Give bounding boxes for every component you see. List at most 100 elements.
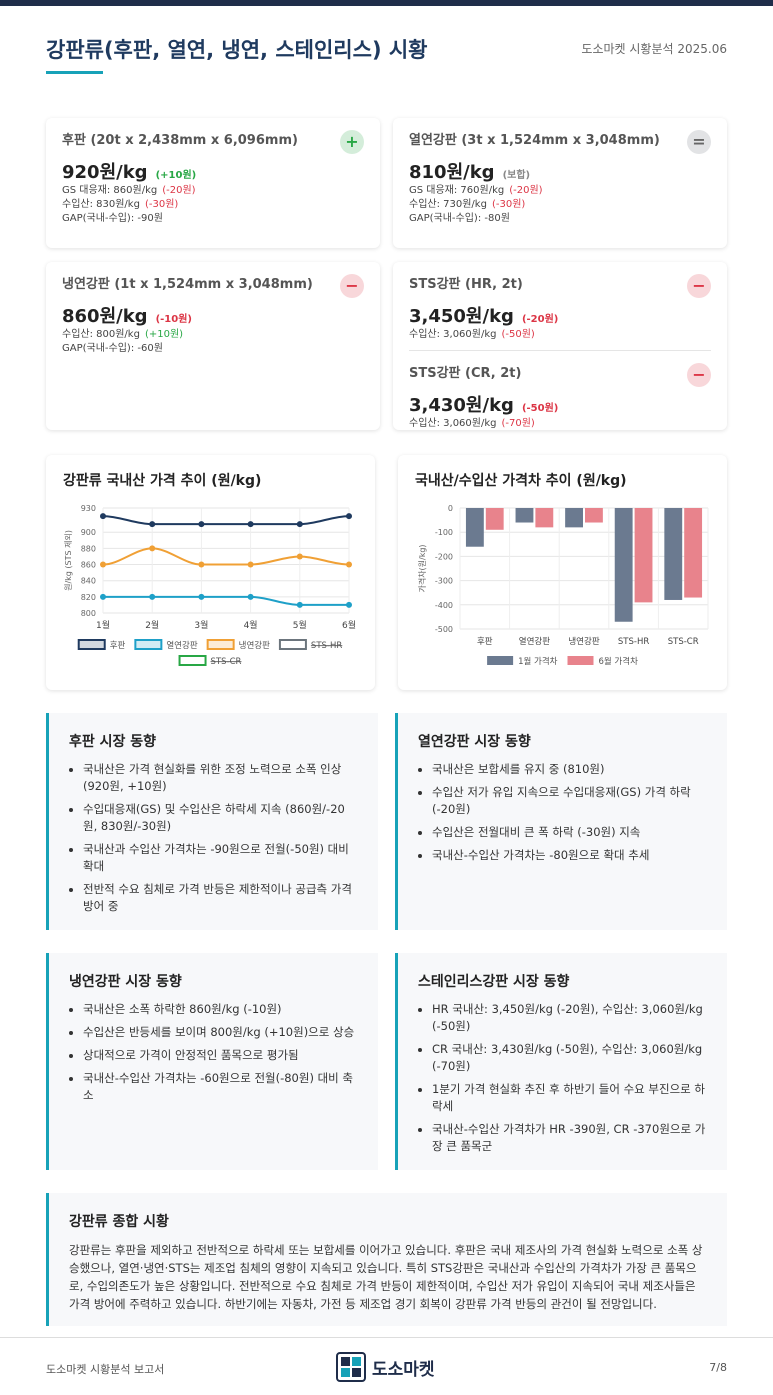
item-name: 열연강판 (3t x 1,524mm x 3,048mm) [409,133,660,148]
detail-row: GAP(국내-수입): -80원 [409,212,711,226]
legend-item: STS-HR [278,639,342,651]
price-change: (보합) [502,170,531,181]
y-tick-label: 0 [448,504,453,513]
data-point [198,521,205,528]
trend-badge: − [340,274,364,298]
trend-badge: = [687,130,711,154]
brand-name: 도소마켓 [372,1359,435,1380]
trend-title: 열연강판 시장 동향 [418,734,531,750]
trend-badge: − [687,274,711,298]
legend-swatch [487,656,514,665]
detail-text: GAP(국내-수입): -90원 [62,213,163,224]
chart: 강판류 국내산 가격 추이 (원/kg) 원/kg (STS 제외) 800 820 8… [63,472,356,667]
detail-row: 수입산: 3,060원/kg (-70원) [409,417,711,431]
trend-title: 스테인리스강판 시장 동향 [418,974,570,990]
trend-bullet: 상대적으로 가격이 안정적인 품목으로 평가됨 [83,1047,358,1064]
detail-text: GAP(국내-수입): -80원 [409,213,510,224]
legend-swatch [178,655,207,666]
detail-change: (-30원) [144,199,179,210]
chart-card: 강판류 국내산 가격 추이 (원/kg) 원/kg (STS 제외) 800 820 8… [46,455,375,690]
trend-list: HR 국내산: 3,450원/kg (-20원), 수입산: 3,060원/kg… [418,1001,707,1155]
item-name: STS강판 (HR, 2t) [409,277,523,292]
x-tick-label: STS-CR [668,637,699,647]
detail-row: 수입산: 3,060원/kg (-50원) [409,328,711,342]
item-name: 후판 (20t x 2,438mm x 6,096mm) [62,133,298,148]
legend-item: 열연강판 [134,639,198,651]
trend-bullet: 국내산-수입산 가격차는 -60원으로 전월(-80원) 대비 축소 [83,1070,358,1104]
price-change: (+10원) [155,170,197,181]
bar [585,508,603,523]
item-price: 3,430원/kg (-50원) [409,391,711,417]
price-value: 3,430원/kg [409,395,514,416]
trend-list: 국내산은 보합세를 유지 중 (810원) 수입산 저가 유입 지속으로 수입대응… [418,761,707,864]
legend-label: STS-CR [211,657,242,667]
price-change: (-10원) [155,314,192,325]
data-point [247,561,254,568]
x-tick-label: 열연강판 [519,636,550,647]
legend-item: 6월 가격차 [567,656,638,667]
card-item: STS강판 (CR, 2t) − 3,430원/kg (-50원) 수입산: 3,060… [409,350,711,431]
summary-title: 강판류 종합 시황 [69,1214,169,1230]
x-tick-label: 1월 [96,619,110,631]
detail-text: GS 대응재: 860원/kg [62,185,158,196]
trend-bullet: 국내산은 가격 현실화를 위한 조정 노력으로 소폭 인상 (920원, +10… [83,761,358,795]
trend-badge: + [340,130,364,154]
chart-title: 강판류 국내산 가격 추이 (원/kg) [63,472,261,489]
card-item: 냉연강판 (1t x 1,524mm x 3,048mm) − 860원/kg (-1… [62,262,364,356]
detail-row: GS 대응재: 860원/kg (-20원) [62,184,364,198]
price-card: 후판 (20t x 2,438mm x 6,096mm) +920원/kg (+10… [46,118,380,248]
card-item: 후판 (20t x 2,438mm x 6,096mm) +920원/kg (+10… [62,118,364,226]
trend-bullet: 수입산 저가 유입 지속으로 수입대응재(GS) 가격 하락 (-20원) [432,784,707,818]
detail-text: 수입산: 830원/kg [62,199,140,210]
bar [684,508,703,598]
data-point [296,601,303,608]
price-value: 860원/kg [62,306,148,327]
detail-change: (-30원) [491,199,526,210]
bar [465,508,484,547]
trend-badge: − [687,363,711,387]
detail-text: 수입산: 730원/kg [409,199,487,210]
trend-bullet: 수입산은 반등세를 보이며 800원/kg (+10원)으로 상승 [83,1024,358,1041]
price-value: 3,450원/kg [409,306,514,327]
legend-swatch [134,639,163,650]
detail-row: 수입산: 730원/kg (-30원) [409,198,711,212]
price-change: (-20원) [521,314,559,325]
trend-bullet: 1분기 가격 현실화 추진 후 하반기 들어 수요 부진으로 하락세 [432,1081,707,1115]
price-change: (-50원) [521,403,559,414]
legend-label: 냉연강판 [239,640,270,651]
data-point [296,553,303,560]
trend-bullet: 전반적 수요 침체로 가격 반등은 제한적이나 공급측 가격 방어 중 [83,881,358,915]
card-item: 열연강판 (3t x 1,524mm x 3,048mm) = 810원/kg (보합… [409,118,711,226]
detail-change: (+10원) [144,329,184,340]
detail-change: (-20원) [509,185,543,196]
detail-text: GAP(국내-수입): -60원 [62,343,163,354]
price-card: 냉연강판 (1t x 1,524mm x 3,048mm) − 860원/kg (-1… [46,262,380,430]
item-name: STS강판 (CR, 2t) [409,366,522,381]
series-line [103,595,349,606]
price-card: STS강판 (HR, 2t) − 3,450원/kg (-20원) 수입산: 3,060… [393,262,727,430]
detail-change: (-50원) [501,329,535,340]
chart-card: 국내산/수입산 가격차 추이 (원/kg) 가격차(원/kg) 0 -100 -200 -… [398,455,727,690]
y-tick-label: 840 [81,577,96,586]
footer-left: 도소마켓 시황분석 보고서 [46,1363,165,1376]
y-tick-label: -500 [435,625,453,634]
footer-line [0,1337,773,1338]
page-title: 강판류(후판, 열연, 냉연, 스테인리스) 시황 [46,38,428,62]
series-line [102,547,350,566]
data-point [149,593,156,600]
data-point [100,593,106,600]
item-name: 냉연강판 (1t x 1,524mm x 3,048mm) [62,277,313,292]
data-point [247,593,254,600]
price-value: 920원/kg [62,162,148,183]
trend-bullet: 국내산-수입산 가격차가 HR -390원, CR -370원으로 가장 큰 품… [432,1121,707,1155]
detail-text: 수입산: 800원/kg [62,329,140,340]
x-tick-label: 후판 [477,637,493,647]
data-point [247,521,254,528]
summary-text: 강판류는 후판을 제외하고 전반적으로 하락세 또는 보합세를 이어가고 있습니… [69,1243,703,1311]
trend-box: 열연강판 시장 동향국내산은 보합세를 유지 중 (810원) 수입산 저가 유입… [395,713,727,930]
legend-swatch [278,639,307,650]
item-price: 810원/kg (보합) [409,158,711,184]
detail-text: 수입산: 3,060원/kg [409,329,497,340]
